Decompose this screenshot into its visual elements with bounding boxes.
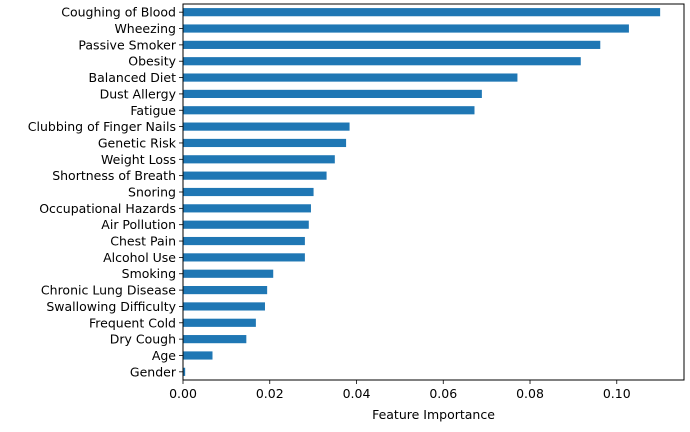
plot-frame [182,3,685,381]
y-tick-label: Swallowing Difficulty [46,299,176,314]
bar-chronic-lung-disease [183,286,268,295]
x-axis-label: Feature Importance [372,407,495,422]
y-tick-label: Smoking [122,266,176,281]
y-tick-label: Dust Allergy [100,86,177,101]
y-tick-label: Frequent Cold [89,315,176,330]
bar-weight-loss [183,155,335,164]
x-tick-label: 0.06 [429,386,457,401]
bar-shortness-of-breath [183,171,327,180]
x-tick-label: 0.04 [343,386,371,401]
bars-group [183,8,661,376]
y-tick-label: Passive Smoker [78,37,176,52]
y-tick-label: Air Pollution [101,217,176,232]
y-tick-label: Obesity [128,54,176,69]
bar-alcohol-use [183,253,305,262]
bar-passive-smoker [183,40,601,49]
bar-dry-cough [183,335,247,344]
x-tick-label: 0.02 [256,386,284,401]
y-tick-label: Alcohol Use [103,250,176,265]
y-tick-label: Balanced Diet [89,70,177,85]
y-tick-label: Fatigue [130,103,176,118]
bar-balanced-diet [183,73,518,82]
x-tick-label: 0.00 [169,386,197,401]
bar-clubbing-of-finger-nails [183,122,350,131]
x-tick-label: 0.10 [603,386,631,401]
bar-air-pollution [183,220,309,229]
y-tick-label: Clubbing of Finger Nails [28,119,176,134]
y-tick-label: Chronic Lung Disease [41,283,176,298]
x-axis-ticks: 0.00 0.02 0.04 0.06 0.08 0.10 [169,380,631,401]
y-tick-label: Dry Cough [110,332,176,347]
bar-age [183,351,213,360]
bar-smoking [183,269,274,278]
x-tick-label: 0.08 [516,386,544,401]
y-tick-label: Weight Loss [101,152,176,167]
y-tick-label: Coughing of Blood [61,5,176,20]
bar-wheezing [183,24,629,33]
y-tick-label: Age [152,348,176,363]
y-tick-label: Gender [130,364,177,379]
bar-snoring [183,187,314,197]
bar-obesity [183,57,581,66]
bar-fatigue [183,106,475,115]
y-tick-label: Occupational Hazards [39,201,176,216]
bar-dust-allergy [183,89,482,98]
bar-coughing-of-blood [183,8,661,17]
y-tick-label: Genetic Risk [98,135,177,150]
bar-gender [183,367,186,376]
bar-occupational-hazards [183,204,311,213]
bar-genetic-risk [183,138,347,148]
y-tick-label: Shortness of Breath [52,168,176,183]
y-tick-label: Chest Pain [110,234,176,249]
y-tick-label: Snoring [128,185,176,200]
y-tick-label: Wheezing [114,21,176,36]
bar-chest-pain [183,236,305,246]
bar-swallowing-difficulty [183,302,265,311]
bar-frequent-cold [183,318,256,327]
